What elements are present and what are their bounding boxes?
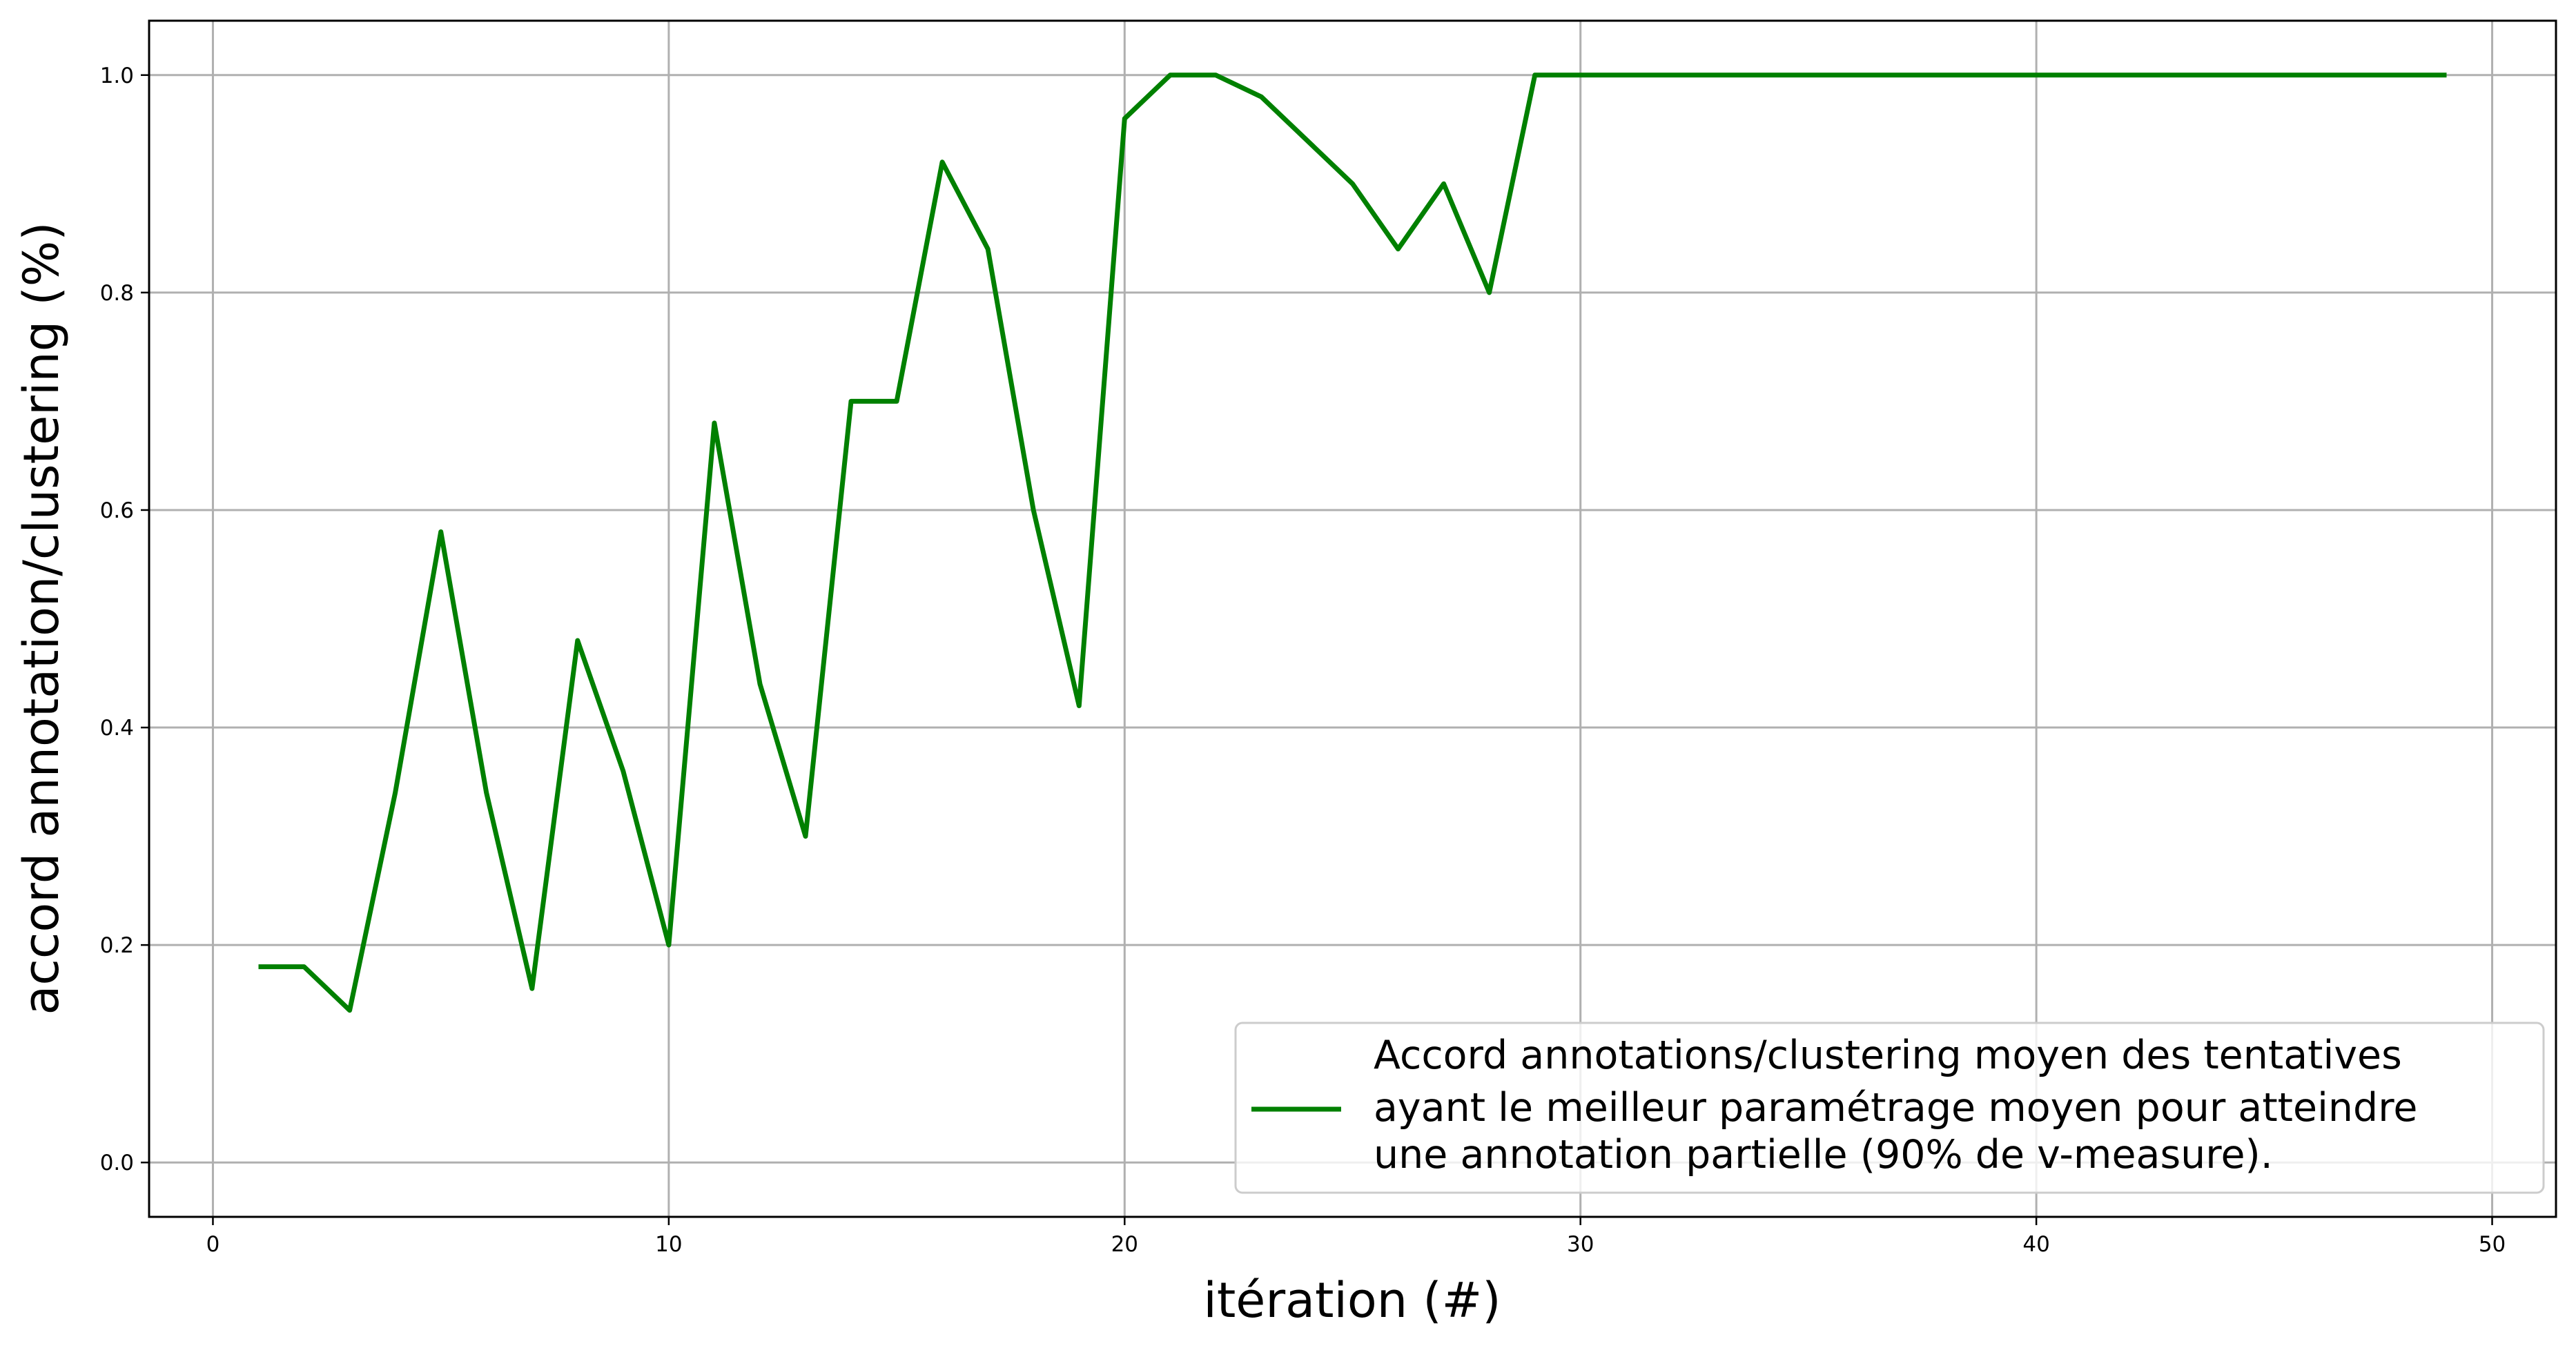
y-tick-label: 0.0 [100,1151,134,1175]
y-tick-label: 0.4 [100,716,134,741]
y-tick-label: 0.8 [100,281,134,306]
y-tick-label: 0.6 [100,498,134,523]
y-tick-label: 0.2 [100,933,134,958]
legend-box [1234,1022,2545,1194]
x-axis-label: itération (#) [1203,1272,1501,1329]
x-tick-label: 10 [655,1232,682,1257]
legend-entry-line-3: une annotation partielle (90% de v-measu… [1374,1132,2273,1178]
x-tick-label: 50 [2479,1232,2506,1257]
x-tick-label: 0 [206,1232,220,1257]
legend-entry-line-2: ayant le meilleur paramétrage moyen pour… [1374,1085,2417,1131]
y-axis-label: accord annotation/clustering (%) [13,222,70,1015]
series-layer [258,72,2447,1013]
y-tick-label: 1.0 [100,64,134,88]
x-tick-label: 20 [1111,1232,1138,1257]
legend-entry-line-1: Accord annotations/clustering moyen des … [1374,1033,2402,1078]
x-tick-label: 30 [1567,1232,1594,1257]
legend: Accord annotations/clustering moyen des … [1234,1022,2545,1194]
x-tick-label: 40 [2022,1232,2049,1257]
plot-frame [148,19,2557,1218]
ticks: 0 10 20 30 40 50 0.0 0.2 0.4 0.6 0.8 1.0 [100,64,2506,1257]
series-line [258,72,2447,1013]
